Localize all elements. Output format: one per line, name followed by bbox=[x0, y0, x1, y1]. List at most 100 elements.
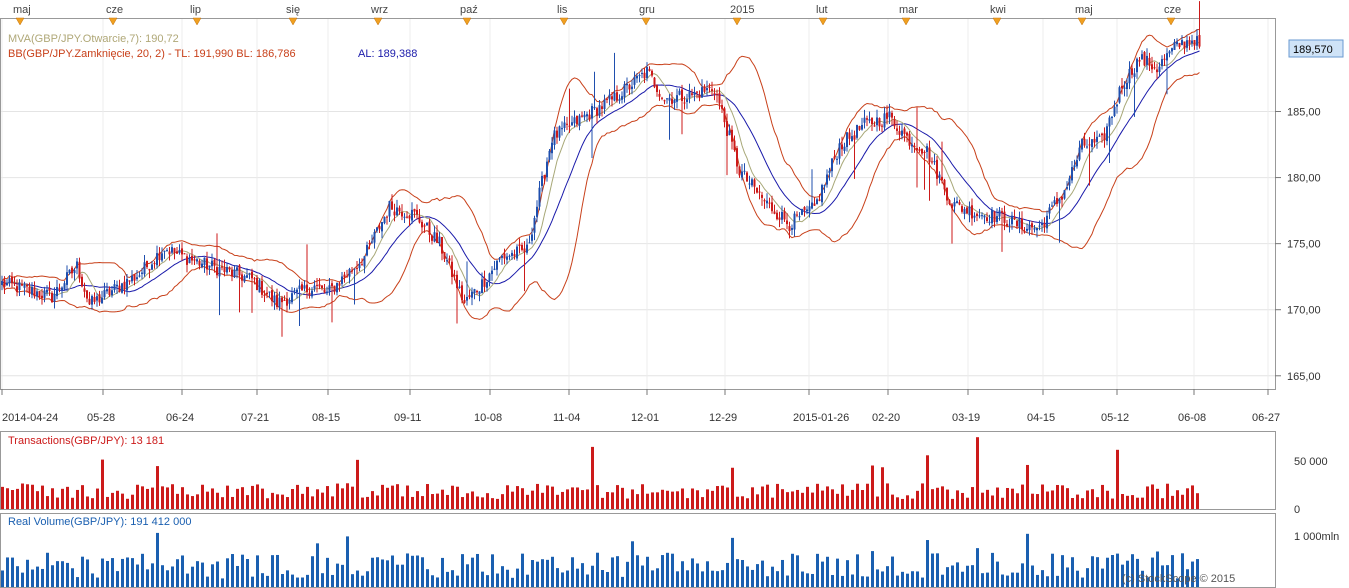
transactions-bar bbox=[1106, 490, 1109, 509]
candle-body bbox=[106, 289, 108, 292]
transactions-bar bbox=[511, 491, 514, 509]
transactions-bar bbox=[336, 483, 339, 509]
candle-body bbox=[93, 296, 96, 302]
transactions-bar bbox=[51, 488, 54, 509]
candle-body bbox=[133, 274, 136, 281]
candle-body bbox=[668, 97, 671, 101]
transactions-bar bbox=[1031, 493, 1034, 509]
candle-body bbox=[776, 212, 778, 220]
candle-body bbox=[551, 142, 553, 154]
candle-body bbox=[451, 261, 453, 277]
candle-body bbox=[696, 91, 698, 93]
candle-body bbox=[221, 266, 223, 268]
volume-bar bbox=[1166, 565, 1169, 587]
transactions-bar bbox=[76, 489, 79, 509]
transactions-bar bbox=[861, 490, 864, 509]
volume-bar bbox=[486, 575, 489, 587]
volume-bar bbox=[711, 570, 714, 587]
volume-bar bbox=[1001, 574, 1004, 587]
transactions-bar bbox=[156, 466, 159, 509]
candle-body bbox=[136, 277, 138, 280]
transactions-bar bbox=[281, 494, 284, 509]
volume-bar bbox=[876, 569, 879, 587]
volume-bar bbox=[216, 561, 219, 587]
candle-body bbox=[488, 273, 491, 282]
volume-y-label: 1 000mln bbox=[1294, 531, 1339, 543]
candle-body bbox=[388, 201, 391, 217]
volume-bar bbox=[1131, 554, 1134, 587]
candle-body bbox=[1153, 67, 1156, 69]
candle-body bbox=[311, 290, 313, 297]
candle-body bbox=[728, 130, 731, 136]
candle-body bbox=[523, 248, 526, 253]
candle-body bbox=[283, 299, 286, 301]
candle-body bbox=[431, 235, 433, 241]
candle-body bbox=[206, 258, 208, 270]
volume-bar bbox=[186, 573, 189, 587]
candle-body bbox=[1083, 138, 1086, 146]
volume-bar bbox=[926, 540, 929, 587]
candle-body bbox=[723, 108, 726, 123]
x-tick-label: 11-04 bbox=[553, 412, 580, 424]
volume-bar bbox=[751, 569, 754, 587]
candle-body bbox=[821, 185, 823, 203]
transactions-bar bbox=[446, 494, 449, 509]
volume-bar bbox=[341, 564, 344, 587]
volume-bar bbox=[881, 571, 884, 587]
volume-bar bbox=[961, 571, 964, 587]
candle-body bbox=[671, 98, 673, 104]
candle-body bbox=[888, 111, 891, 118]
candle-body bbox=[833, 156, 836, 159]
candle-body bbox=[813, 203, 816, 206]
candle-body bbox=[613, 92, 616, 101]
candle-body bbox=[6, 282, 8, 286]
transactions-bar bbox=[711, 490, 714, 509]
volume-bar bbox=[616, 556, 619, 587]
transactions-bar bbox=[301, 493, 304, 509]
candle-body bbox=[896, 128, 898, 131]
candle-body bbox=[993, 211, 996, 223]
volume-bar bbox=[476, 553, 479, 587]
volume-bar bbox=[371, 557, 374, 587]
candle-body bbox=[1033, 228, 1036, 230]
volume-bar bbox=[726, 562, 729, 587]
volume-bar bbox=[561, 572, 564, 587]
candle-body bbox=[1021, 218, 1023, 230]
candle-body bbox=[938, 174, 941, 178]
transactions-bar bbox=[181, 487, 184, 509]
volume-bar bbox=[411, 555, 414, 587]
transactions-bar bbox=[16, 488, 19, 509]
transactions-bar bbox=[661, 489, 664, 509]
volume-bar bbox=[941, 574, 944, 587]
transactions-bar bbox=[566, 489, 569, 509]
transactions-bar bbox=[816, 483, 819, 509]
candle-body bbox=[878, 118, 881, 127]
transactions-bar bbox=[176, 493, 179, 509]
volume-bar bbox=[501, 566, 504, 587]
volume-bar bbox=[301, 577, 304, 587]
candle-body bbox=[716, 94, 718, 96]
x-tick-label: 04-15 bbox=[1027, 412, 1055, 424]
volume-bar bbox=[906, 573, 909, 587]
volume-bar bbox=[816, 553, 819, 587]
transactions-bar bbox=[1136, 497, 1139, 509]
volume-bar bbox=[131, 558, 134, 587]
candle-body bbox=[466, 296, 468, 301]
candle-body bbox=[1131, 68, 1133, 75]
candle-body bbox=[476, 291, 478, 293]
transactions-bar bbox=[266, 498, 269, 509]
volume-bar bbox=[806, 573, 809, 587]
volume-bar bbox=[376, 557, 379, 587]
volume-bar bbox=[106, 560, 109, 587]
transactions-bar bbox=[341, 488, 344, 509]
candle-body bbox=[701, 87, 703, 98]
candle-body bbox=[1118, 87, 1121, 103]
month-markers: maj cze lip się wrz paź lis gru 2015 lut mar kwi maj… bbox=[13, 4, 1181, 26]
candle-body bbox=[548, 150, 551, 160]
candle-body bbox=[678, 90, 681, 95]
candle-body bbox=[1136, 58, 1138, 73]
candle-body bbox=[1073, 165, 1076, 168]
volume-bar bbox=[101, 558, 104, 587]
volume-bar bbox=[871, 551, 874, 587]
transactions-bar bbox=[596, 485, 599, 509]
